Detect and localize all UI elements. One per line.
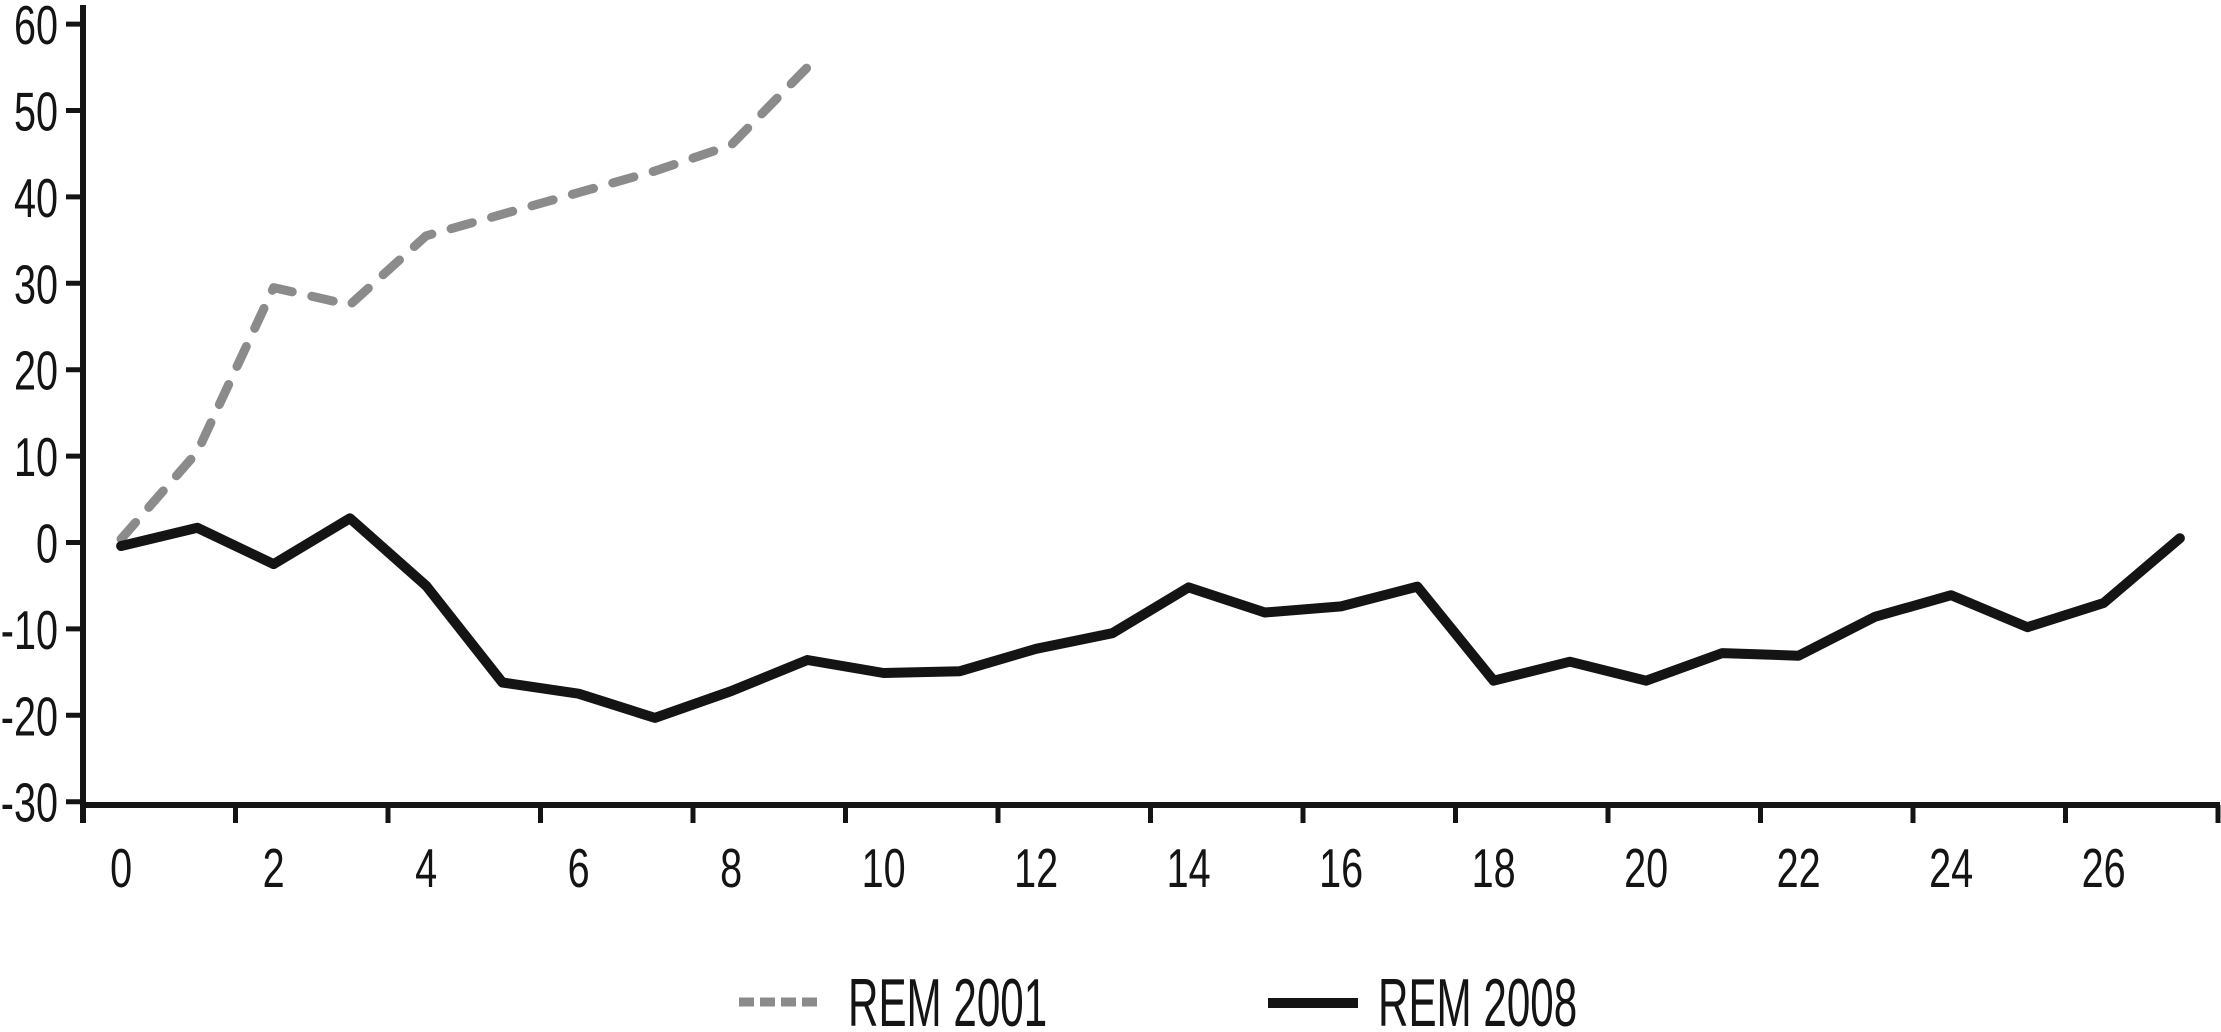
- x-tick-label: 2: [263, 839, 285, 900]
- x-tick-label: 22: [1777, 839, 1821, 900]
- series-line-rem-2008: [116, 513, 2185, 723]
- y-axis-ticks: 60 50 40 30 20 10 0 -10 -20 -30: [1, 0, 83, 834]
- legend-label-rem-2001: REM 2001: [848, 965, 1047, 1032]
- y-tick-label: -10: [1, 601, 58, 662]
- x-axis-ticks: 0 2 4 6 8 10 12 14 16 18 20 22 24 26: [80, 805, 2221, 900]
- x-tick-label: 16: [1319, 839, 1363, 900]
- y-tick-label: -20: [1, 687, 58, 748]
- series-line-rem-2001: [116, 62, 812, 544]
- x-tick-label: 24: [1929, 839, 1973, 900]
- x-tick-label: 12: [1014, 839, 1058, 900]
- y-tick-label: -30: [1, 773, 58, 834]
- legend: REM 2001 REM 2008: [739, 965, 1577, 1032]
- y-tick-label: 20: [14, 341, 58, 402]
- x-tick-label: 20: [1624, 839, 1668, 900]
- x-tick-label: 8: [720, 839, 742, 900]
- x-tick-label: 0: [110, 839, 132, 900]
- y-tick-label: 50: [14, 82, 58, 143]
- x-tick-label: 18: [1472, 839, 1516, 900]
- y-tick-label: 40: [14, 169, 58, 230]
- x-tick-label: 10: [862, 839, 906, 900]
- y-tick-label: 30: [14, 255, 58, 316]
- x-tick-label: 14: [1167, 839, 1211, 900]
- y-tick-label: 0: [36, 514, 58, 575]
- x-tick-label: 26: [2082, 839, 2126, 900]
- y-tick-label: 10: [14, 428, 58, 489]
- x-tick-label: 6: [568, 839, 590, 900]
- x-tick-label: 4: [415, 839, 437, 900]
- y-tick-label: 60: [14, 0, 58, 57]
- legend-label-rem-2008: REM 2008: [1378, 965, 1577, 1032]
